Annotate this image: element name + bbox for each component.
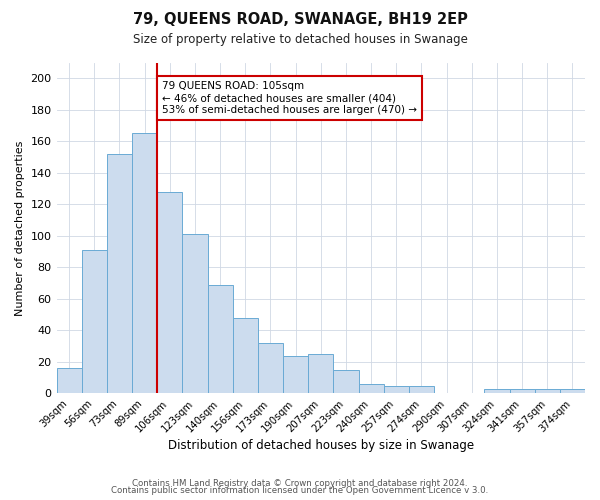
Text: 79 QUEENS ROAD: 105sqm
← 46% of detached houses are smaller (404)
53% of semi-de: 79 QUEENS ROAD: 105sqm ← 46% of detached… (162, 82, 417, 114)
Bar (484, 388, 509, 394)
Text: Size of property relative to detached houses in Swanage: Size of property relative to detached ho… (133, 32, 467, 46)
Bar (560, 388, 585, 394)
Bar (107, 154, 132, 394)
Bar (359, 384, 383, 394)
Bar (233, 318, 258, 394)
Bar (56, 368, 82, 394)
Bar (283, 356, 308, 394)
Bar (409, 386, 434, 394)
Text: Contains public sector information licensed under the Open Government Licence v : Contains public sector information licen… (112, 486, 488, 495)
Bar (383, 386, 409, 394)
X-axis label: Distribution of detached houses by size in Swanage: Distribution of detached houses by size … (168, 440, 474, 452)
Bar (258, 343, 283, 394)
Bar (182, 234, 208, 394)
Bar (308, 354, 334, 394)
Y-axis label: Number of detached properties: Number of detached properties (15, 140, 25, 316)
Bar (509, 388, 535, 394)
Bar (157, 192, 182, 394)
Bar (334, 370, 359, 394)
Text: 79, QUEENS ROAD, SWANAGE, BH19 2EP: 79, QUEENS ROAD, SWANAGE, BH19 2EP (133, 12, 467, 28)
Bar (132, 134, 157, 394)
Bar (82, 250, 107, 394)
Bar (535, 388, 560, 394)
Bar (208, 284, 233, 394)
Text: Contains HM Land Registry data © Crown copyright and database right 2024.: Contains HM Land Registry data © Crown c… (132, 478, 468, 488)
